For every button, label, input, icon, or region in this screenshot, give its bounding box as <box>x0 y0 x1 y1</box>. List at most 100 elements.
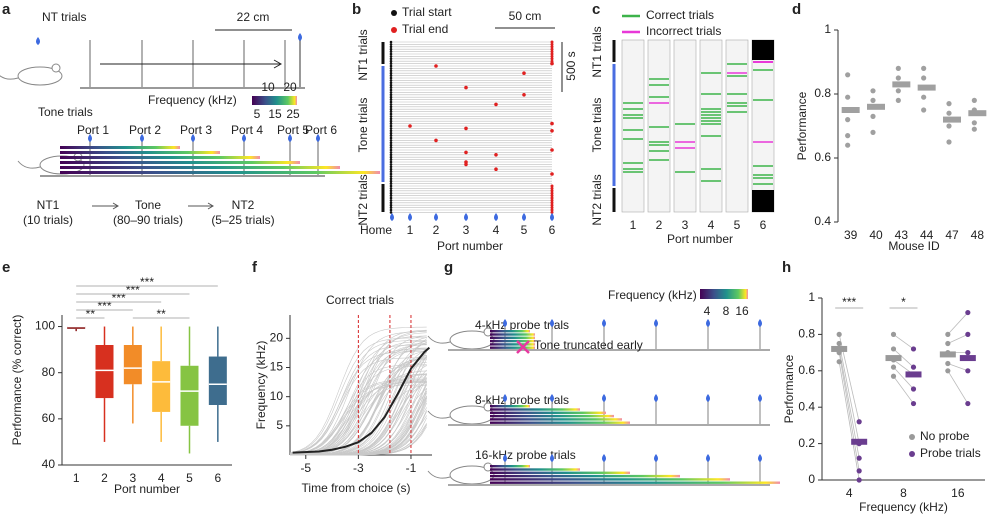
port-marker <box>494 213 498 221</box>
significance-label: *** <box>140 275 154 289</box>
x-tick-label: -1 <box>406 461 417 475</box>
end-dot <box>550 50 554 54</box>
mean-bar <box>867 103 885 110</box>
group-label: NT1 trials <box>356 29 370 80</box>
point <box>971 97 977 103</box>
x-tick-label: 5 <box>521 223 528 237</box>
group-label: Tone trials <box>356 98 370 153</box>
colorbar-tick: 25 <box>286 107 300 121</box>
mean-line <box>292 346 431 454</box>
point <box>921 94 927 100</box>
start-dot <box>389 191 393 195</box>
arrow <box>188 202 214 210</box>
point <box>856 477 862 483</box>
y-tick-label: 1 <box>808 290 815 304</box>
pair-line <box>893 376 914 404</box>
start-dot <box>389 175 393 178</box>
tone-bar <box>60 166 340 169</box>
end-dot <box>550 198 554 202</box>
x-tick-label: 39 <box>844 228 858 242</box>
point <box>845 142 851 148</box>
mouse-icon <box>17 66 63 86</box>
y-tick-label: 0.2 <box>798 436 815 450</box>
panel-label: d <box>792 1 801 18</box>
tone-bar <box>490 481 780 484</box>
box <box>67 326 86 329</box>
label: Tone trials <box>38 105 93 119</box>
start-dot <box>389 100 393 104</box>
point <box>910 400 917 407</box>
port-marker <box>706 454 710 462</box>
tone-bar <box>490 411 606 414</box>
start-dot <box>389 158 393 161</box>
mean-bar <box>917 84 936 91</box>
x-tick-label: 2 <box>656 218 663 232</box>
panel-label: a <box>2 1 11 18</box>
point <box>895 97 901 103</box>
start-dot <box>389 105 393 109</box>
port-marker <box>706 319 710 327</box>
x-tick-label: 6 <box>214 471 221 485</box>
x-tick-label: 6 <box>760 218 767 232</box>
start-dot <box>389 47 393 51</box>
x-tick-label: 44 <box>920 228 934 242</box>
start-dot <box>389 50 393 53</box>
legend-dot <box>391 27 397 33</box>
mean-bar <box>959 355 976 362</box>
flow-name: NT2 <box>232 198 255 212</box>
port-label: Port 3 <box>180 123 212 137</box>
mouse-tail <box>427 335 451 344</box>
legend-label: Trial end <box>402 22 448 36</box>
start-dot <box>389 184 393 188</box>
axis-title: Port number <box>437 239 503 253</box>
point <box>910 364 917 370</box>
start-dot <box>389 165 393 169</box>
point <box>910 346 917 352</box>
panel-label: e <box>2 259 10 276</box>
legend-dot <box>909 434 915 440</box>
start-dot <box>389 43 393 46</box>
tone-bar <box>490 346 535 349</box>
label: 500 s <box>564 51 578 80</box>
mean-bar <box>841 107 860 113</box>
start-dot <box>389 127 393 130</box>
colorbar-tick: 16 <box>735 304 749 318</box>
port-column <box>699 39 723 213</box>
port-marker <box>36 37 40 45</box>
port-marker <box>242 134 246 142</box>
end-dot <box>550 148 554 152</box>
x-tick-label: 43 <box>895 228 909 242</box>
tone-bar <box>490 474 680 478</box>
colorbar-tick: 5 <box>254 107 261 121</box>
axis-title: Port number <box>114 482 180 496</box>
start-dot <box>389 91 393 94</box>
start-dot <box>389 134 393 137</box>
port-marker <box>602 319 606 327</box>
group-label: NT2 trials <box>356 174 370 225</box>
cross-mark <box>516 340 530 354</box>
point <box>945 331 951 337</box>
end-dot <box>494 102 498 107</box>
start-dot <box>389 88 393 92</box>
colorbar <box>700 289 748 299</box>
trial-trace <box>289 348 427 455</box>
axis-title: Performance <box>795 91 809 160</box>
point <box>971 126 977 132</box>
port-label: Port 6 <box>305 123 337 137</box>
colorbar <box>252 96 297 105</box>
start-dot <box>389 179 393 183</box>
point <box>946 123 952 129</box>
port-column <box>647 39 671 213</box>
tone-bar <box>490 408 580 411</box>
start-dot <box>389 59 393 63</box>
y-tick-label: 80 <box>42 365 56 379</box>
colorbar-tick: 8 <box>723 304 730 318</box>
end-dot <box>550 129 554 133</box>
end-dot <box>550 45 554 49</box>
axis-title: Time from choice (s) <box>302 481 411 495</box>
y-tick-label: 15 <box>270 360 284 374</box>
end-dot <box>550 191 554 195</box>
start-dot <box>389 112 393 116</box>
start-dot <box>389 55 393 58</box>
significance-label: *** <box>97 299 111 313</box>
